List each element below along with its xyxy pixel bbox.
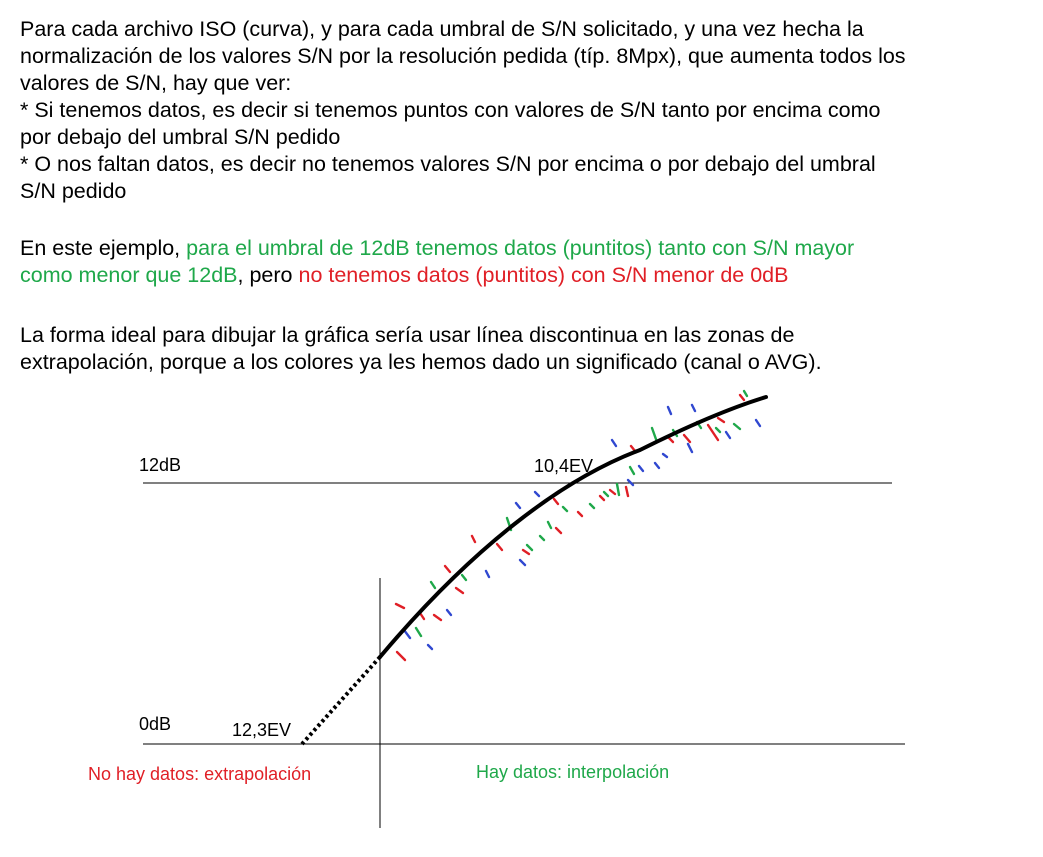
data-point-mark	[650, 426, 659, 444]
data-point-mark	[598, 494, 606, 502]
example-line-2: como menor que 12dB, pero no tenemos dat…	[20, 262, 1020, 289]
data-point-mark	[429, 580, 437, 590]
data-point-mark	[690, 403, 697, 413]
data-point-mark	[414, 626, 423, 638]
data-point-mark	[686, 442, 694, 454]
intro-line: * Si tenemos datos, es decir si tenemos …	[20, 98, 881, 122]
data-point-mark	[716, 416, 726, 424]
data-point-mark	[454, 586, 465, 595]
ideal-line: La forma ideal para dibujar la gráfica s…	[20, 323, 795, 347]
label-0db: 0dB	[139, 714, 172, 734]
label-no-data: No hay datos: extrapolación	[88, 764, 312, 784]
ideal-form-paragraph: La forma ideal para dibujar la gráfica s…	[20, 322, 1020, 376]
data-point-mark	[426, 643, 434, 651]
data-point-mark	[552, 497, 560, 506]
label-12db: 12dB	[139, 455, 182, 475]
ideal-line: extrapolación, porque a los colores ya l…	[20, 350, 822, 374]
data-point-mark	[714, 426, 722, 434]
data-point-mark	[628, 465, 636, 476]
example-green-text-2: como menor que 12dB	[20, 263, 238, 287]
data-point-mark	[610, 438, 618, 448]
intro-line: Para cada archivo ISO (curva), y para ca…	[20, 17, 864, 41]
example-mid: , pero	[237, 263, 299, 287]
example-paragraph: En este ejemplo, para el umbral de 12dB …	[20, 235, 1020, 289]
data-point-mark	[682, 433, 692, 444]
data-point-mark	[546, 520, 553, 530]
intro-line: por debajo del umbral S/N pedido	[20, 125, 341, 149]
data-point-mark	[525, 543, 534, 552]
data-point-mark	[561, 505, 569, 513]
intro-line: * O nos faltan datos, es decir no tenemo…	[20, 152, 876, 176]
data-point-mark	[626, 478, 635, 487]
extrapolation-curve	[300, 655, 382, 746]
data-point-mark	[666, 405, 673, 416]
data-point-mark	[602, 490, 610, 498]
data-point-mark	[608, 488, 617, 496]
data-point-mark	[445, 608, 453, 617]
data-point-mark	[588, 502, 596, 510]
label-12-3ev: 12,3EV	[232, 720, 292, 740]
data-point-mark	[460, 573, 468, 582]
data-point-mark	[754, 418, 762, 428]
example-green-text-1: para el umbral de 12dB tenemos datos (pu…	[186, 236, 855, 260]
data-point-mark	[732, 422, 742, 431]
data-point-mark	[706, 423, 720, 442]
data-point-mark	[554, 526, 563, 535]
example-line-1: En este ejemplo, para el umbral de 12dB …	[20, 235, 1020, 262]
data-points	[394, 389, 762, 662]
data-point-mark	[521, 548, 531, 556]
data-point-mark	[402, 628, 412, 640]
data-point-mark	[724, 430, 732, 440]
data-point-mark	[514, 501, 522, 510]
data-point-mark	[624, 485, 630, 498]
data-point-mark	[432, 613, 443, 622]
example-red-text: no tenemos datos (puntitos) con S/N meno…	[298, 263, 789, 287]
intro-line: valores de S/N, hay que ver:	[20, 71, 292, 95]
data-point-mark	[661, 452, 669, 459]
data-point-mark	[518, 558, 527, 567]
data-point-mark	[533, 490, 541, 498]
data-point-mark	[538, 534, 546, 542]
label-10-4ev: 10,4EV	[534, 456, 594, 476]
data-point-mark	[637, 464, 645, 473]
label-data: Hay datos: interpolación	[476, 762, 670, 782]
interpolation-curve	[378, 395, 768, 659]
intro-line: normalización de los valores S/N por la …	[20, 44, 906, 68]
data-point-mark	[495, 542, 504, 552]
intro-line: S/N pedido	[20, 179, 127, 203]
data-point-mark	[443, 564, 452, 574]
data-point-mark	[394, 602, 406, 610]
data-point-mark	[615, 482, 621, 497]
data-point-mark	[576, 510, 584, 518]
data-point-mark	[395, 650, 407, 662]
data-point-mark	[470, 534, 477, 544]
data-point-mark	[738, 393, 746, 402]
data-point-mark	[484, 569, 491, 579]
data-point-mark	[653, 461, 661, 470]
intro-paragraph: Para cada archivo ISO (curva), y para ca…	[20, 16, 1020, 205]
data-point-mark	[742, 389, 749, 398]
example-prefix: En este ejemplo,	[20, 236, 187, 260]
